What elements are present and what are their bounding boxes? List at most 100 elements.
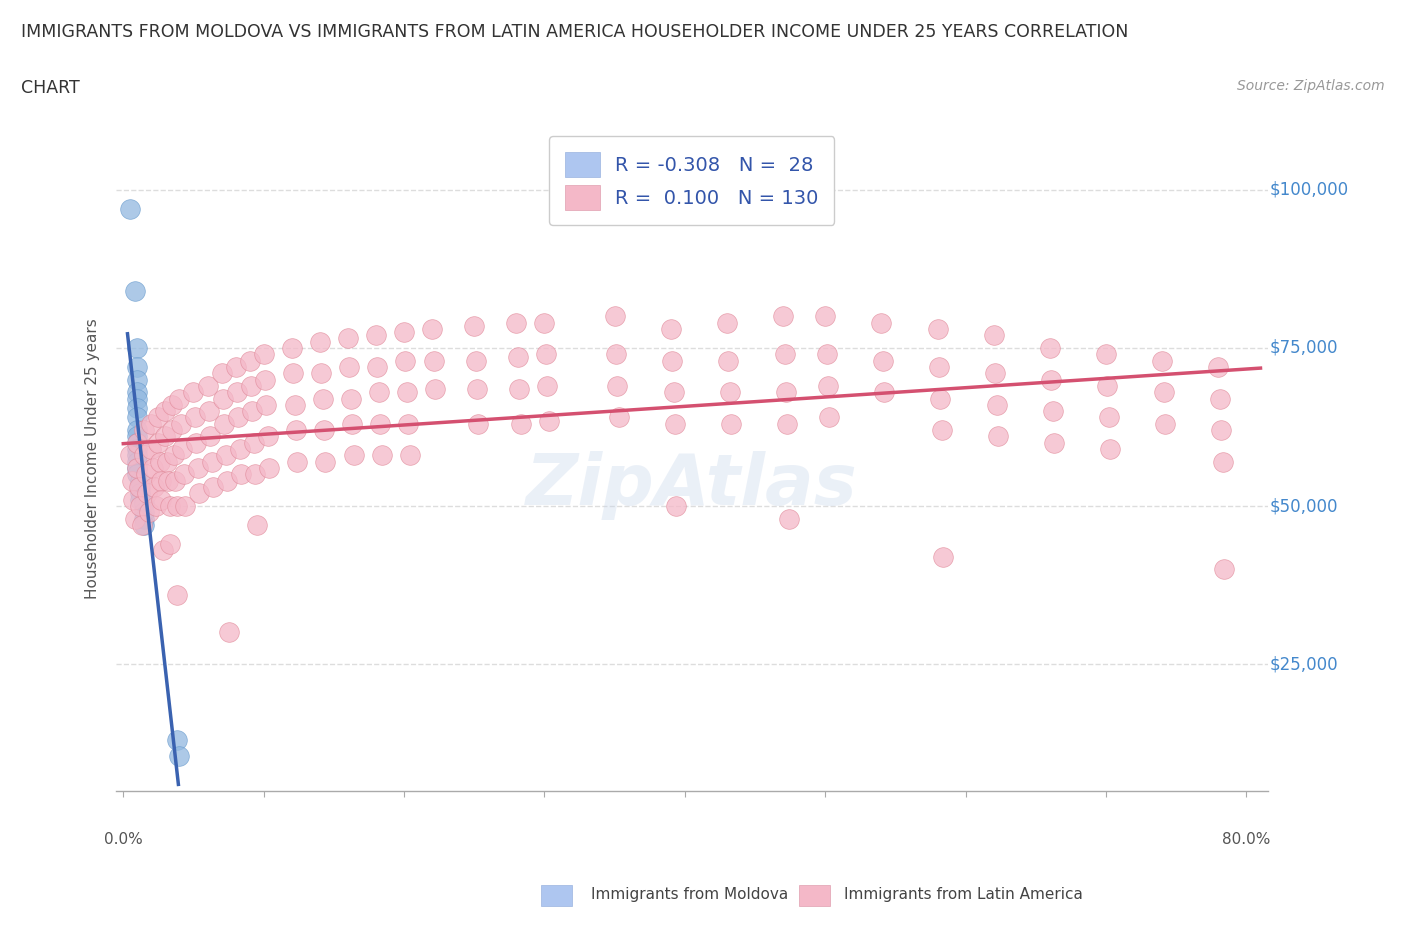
Point	[259, 460, 281, 475]
Point	[370, 448, 392, 463]
Point	[166, 498, 188, 513]
Point	[245, 467, 267, 482]
Point	[231, 467, 253, 482]
Point	[311, 392, 333, 406]
Point	[772, 309, 794, 324]
Point	[124, 512, 146, 526]
Point	[257, 429, 280, 444]
Point	[932, 549, 955, 564]
Point	[464, 353, 486, 368]
Point	[211, 365, 233, 380]
Point	[607, 410, 630, 425]
Point	[127, 442, 149, 457]
Point	[664, 417, 686, 432]
Text: $25,000: $25,000	[1270, 655, 1339, 673]
Point	[135, 467, 157, 482]
Point	[127, 429, 149, 444]
Point	[124, 284, 146, 299]
Point	[186, 435, 208, 450]
Text: Immigrants from Moldova: Immigrants from Moldova	[591, 887, 787, 902]
Point	[129, 480, 152, 495]
Point	[281, 340, 304, 355]
Point	[873, 385, 896, 400]
Point	[127, 460, 149, 475]
Point	[246, 517, 269, 532]
Point	[129, 473, 152, 488]
Point	[148, 410, 170, 425]
Point	[505, 315, 527, 330]
Point	[129, 498, 152, 513]
Point	[776, 417, 799, 432]
Point	[287, 455, 309, 470]
Point	[1097, 379, 1119, 393]
Point	[214, 417, 236, 432]
Point	[984, 365, 1007, 380]
Text: $75,000: $75,000	[1270, 339, 1339, 357]
Point	[927, 322, 949, 337]
Point	[215, 448, 238, 463]
Point	[242, 404, 264, 418]
Y-axis label: Householder Income Under 25 years: Householder Income Under 25 years	[86, 318, 100, 599]
Point	[134, 512, 156, 526]
Point	[253, 347, 276, 362]
Point	[659, 322, 682, 337]
Point	[986, 397, 1008, 412]
Point	[662, 385, 685, 400]
Point	[423, 381, 446, 396]
Point	[1098, 410, 1121, 425]
Point	[225, 360, 247, 375]
Point	[166, 587, 188, 602]
Point	[198, 404, 221, 418]
Point	[155, 404, 177, 418]
Point	[156, 455, 179, 470]
Text: 80.0%: 80.0%	[1222, 831, 1271, 846]
Point	[778, 512, 800, 526]
Point	[603, 309, 626, 324]
Point	[127, 410, 149, 425]
Point	[127, 340, 149, 355]
Point	[817, 379, 839, 393]
Point	[127, 360, 149, 375]
Point	[201, 455, 224, 470]
Text: $100,000: $100,000	[1270, 180, 1348, 199]
Point	[392, 325, 415, 339]
Point	[121, 473, 143, 488]
Point	[239, 353, 262, 368]
Point	[127, 460, 149, 475]
Point	[398, 448, 420, 463]
Point	[166, 733, 188, 748]
Point	[1213, 562, 1236, 577]
Point	[129, 485, 152, 500]
Point	[134, 448, 156, 463]
Point	[127, 392, 149, 406]
Point	[312, 423, 335, 438]
Point	[218, 625, 240, 640]
Point	[1099, 442, 1122, 457]
Point	[872, 353, 894, 368]
Point	[422, 353, 444, 368]
Point	[309, 365, 332, 380]
Point	[127, 385, 149, 400]
Point	[1040, 372, 1063, 387]
Point	[169, 392, 191, 406]
Point	[152, 543, 174, 558]
Point	[775, 385, 797, 400]
Point	[138, 505, 160, 520]
Point	[149, 455, 172, 470]
Text: ZipAtlas: ZipAtlas	[526, 451, 858, 520]
Point	[127, 448, 149, 463]
Point	[339, 392, 361, 406]
Point	[187, 460, 209, 475]
Point	[815, 347, 838, 362]
Text: CHART: CHART	[21, 79, 80, 97]
Text: Source: ZipAtlas.com: Source: ZipAtlas.com	[1237, 79, 1385, 93]
Point	[314, 455, 336, 470]
Point	[127, 435, 149, 450]
Point	[928, 360, 950, 375]
Point	[240, 379, 263, 393]
Point	[183, 385, 205, 400]
Point	[983, 328, 1005, 343]
Point	[716, 315, 738, 330]
Point	[142, 460, 165, 475]
Point	[1154, 417, 1177, 432]
